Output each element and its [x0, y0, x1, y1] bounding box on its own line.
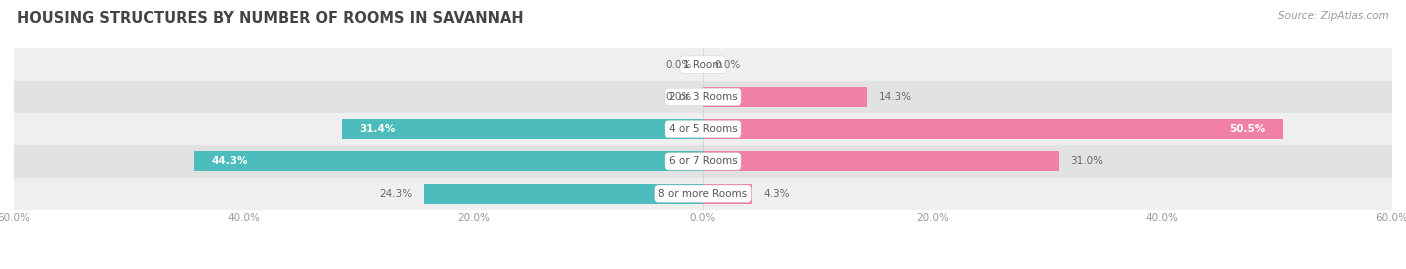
Bar [703, 184, 752, 204]
Text: 50.5%: 50.5% [1229, 124, 1265, 134]
Bar [425, 184, 703, 204]
Text: 0.0%: 0.0% [714, 59, 741, 70]
Text: 14.3%: 14.3% [879, 92, 912, 102]
Bar [194, 151, 703, 171]
Bar [703, 119, 1282, 139]
Bar [14, 113, 1392, 145]
Bar [703, 87, 868, 107]
Bar [14, 48, 1392, 81]
Bar [14, 145, 1392, 178]
Text: HOUSING STRUCTURES BY NUMBER OF ROOMS IN SAVANNAH: HOUSING STRUCTURES BY NUMBER OF ROOMS IN… [17, 11, 523, 26]
Text: 6 or 7 Rooms: 6 or 7 Rooms [669, 156, 737, 167]
Text: 24.3%: 24.3% [380, 189, 412, 199]
Bar [14, 81, 1392, 113]
Bar [343, 119, 703, 139]
Text: 2 or 3 Rooms: 2 or 3 Rooms [669, 92, 737, 102]
Text: 0.0%: 0.0% [665, 59, 692, 70]
Text: 4.3%: 4.3% [763, 189, 790, 199]
Text: Source: ZipAtlas.com: Source: ZipAtlas.com [1278, 11, 1389, 21]
Text: 8 or more Rooms: 8 or more Rooms [658, 189, 748, 199]
Text: 4 or 5 Rooms: 4 or 5 Rooms [669, 124, 737, 134]
Bar [14, 178, 1392, 210]
Bar [703, 151, 1059, 171]
Text: 44.3%: 44.3% [211, 156, 247, 167]
Text: 0.0%: 0.0% [665, 92, 692, 102]
Text: 1 Room: 1 Room [683, 59, 723, 70]
Text: 31.4%: 31.4% [360, 124, 396, 134]
Text: 31.0%: 31.0% [1070, 156, 1104, 167]
